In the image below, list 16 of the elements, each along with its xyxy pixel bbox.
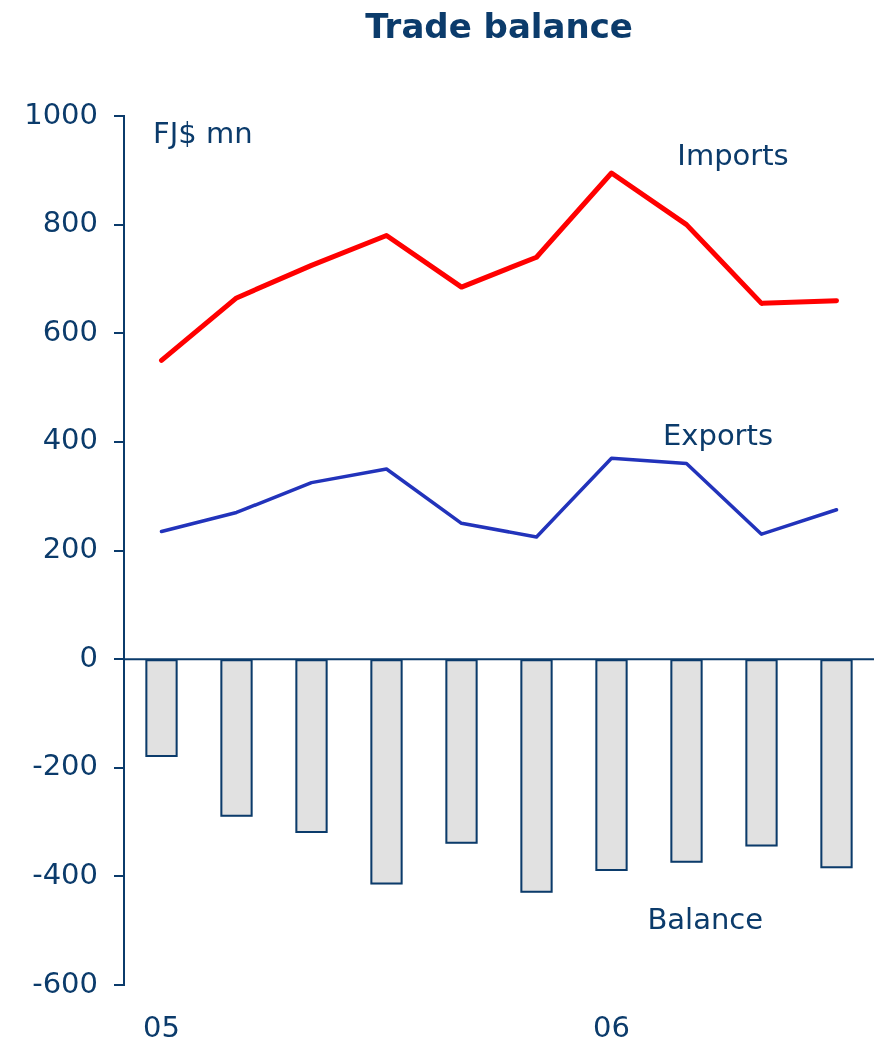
- y-tick-label: -600: [32, 965, 98, 1000]
- y-tick-label: 200: [42, 531, 98, 566]
- y-tick-label: 600: [42, 313, 98, 348]
- y-tick-label: 0: [79, 639, 98, 674]
- series-label: Balance: [647, 902, 764, 937]
- y-tick-label: 400: [42, 422, 98, 457]
- y-axis-title: FJ$ mn: [153, 116, 253, 150]
- x-tick-label: 06: [593, 1009, 630, 1044]
- y-tick-label: 1000: [24, 96, 98, 131]
- chart-title: Trade balance: [365, 6, 633, 46]
- y-tick-label: -400: [32, 856, 98, 891]
- y-tick-label: -200: [32, 748, 98, 783]
- series-label: Exports: [662, 418, 774, 453]
- series-label: Imports: [677, 137, 789, 172]
- y-tick-label: 800: [42, 205, 98, 240]
- x-tick-label: 05: [143, 1009, 180, 1044]
